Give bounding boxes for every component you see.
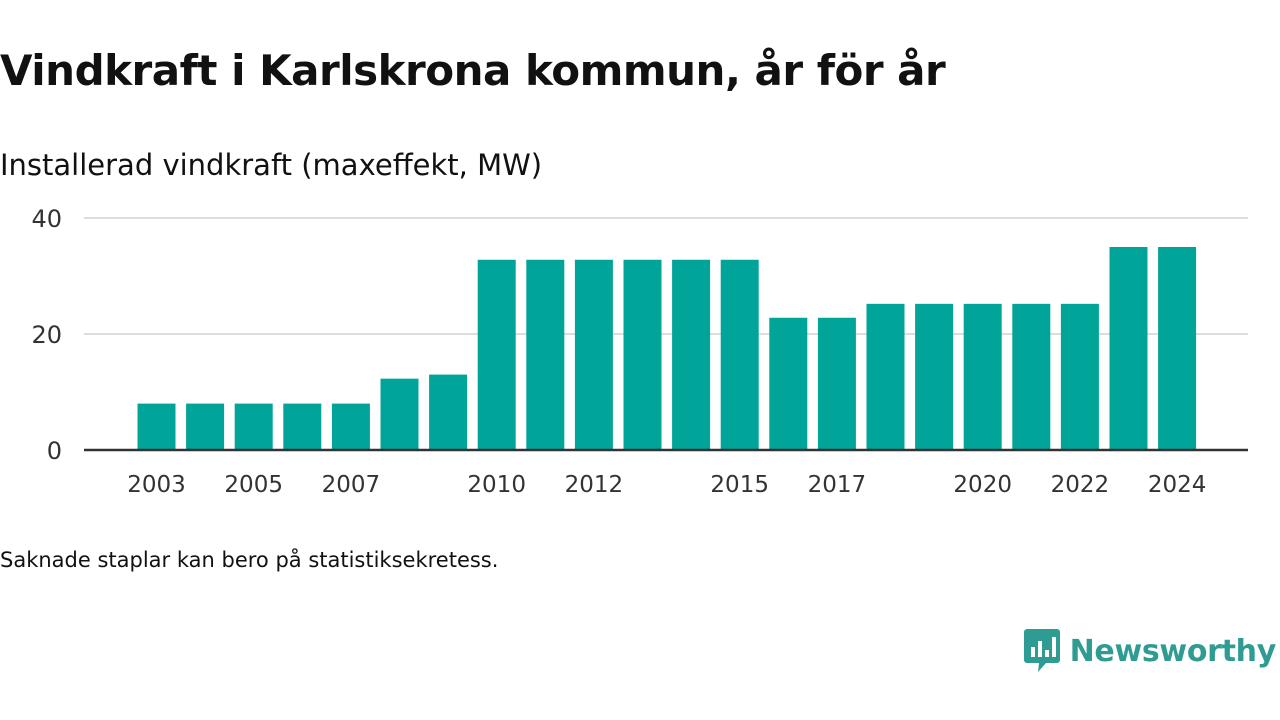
newsworthy-logo-icon bbox=[1023, 629, 1060, 672]
y-tick-label: 40 bbox=[31, 205, 62, 233]
y-tick-label: 0 bbox=[47, 437, 62, 465]
x-tick-label: 2022 bbox=[1051, 472, 1110, 498]
y-tick-label: 20 bbox=[31, 321, 62, 349]
chart-subtitle: Installerad vindkraft (maxeffekt, MW) bbox=[0, 148, 543, 182]
x-tick-label: 2005 bbox=[224, 472, 283, 498]
y-axis-labels: 0 20 40 bbox=[31, 205, 62, 465]
x-tick-label: 2012 bbox=[565, 472, 624, 498]
bar-2019 bbox=[915, 303, 954, 450]
bar-2012 bbox=[574, 259, 613, 450]
x-tick-label: 2007 bbox=[322, 472, 381, 498]
x-tick-label: 2024 bbox=[1148, 472, 1207, 498]
chart-footnote: Saknade staplar kan bero på statistiksek… bbox=[0, 548, 499, 572]
grid-lines bbox=[84, 217, 1248, 335]
bar-2023 bbox=[1109, 247, 1148, 450]
bar-2004 bbox=[186, 403, 225, 450]
x-tick-label: 2017 bbox=[808, 472, 867, 498]
bar-2003 bbox=[137, 403, 176, 450]
bar-2005 bbox=[234, 403, 273, 450]
brand-name: Newsworthy bbox=[1069, 633, 1277, 669]
bar-2007 bbox=[331, 403, 370, 450]
chart-title: Vindkraft i Karlskrona kommun, år för år bbox=[0, 46, 946, 95]
bar-2024 bbox=[1158, 247, 1197, 450]
bar-2010 bbox=[477, 259, 516, 450]
bar-2011 bbox=[526, 259, 565, 450]
bar-2018 bbox=[866, 303, 905, 450]
x-axis-labels: 2003 2005 2007 2010 2012 2015 2017 2020 2022 2024 bbox=[127, 472, 1206, 498]
bar-2015 bbox=[720, 259, 759, 450]
bar-2021 bbox=[1012, 303, 1051, 450]
x-tick-label: 2020 bbox=[953, 472, 1012, 498]
bar-2009 bbox=[429, 374, 468, 450]
bar-2014 bbox=[672, 259, 711, 450]
x-tick-label: 2010 bbox=[467, 472, 526, 498]
x-tick-label: 2003 bbox=[127, 472, 186, 498]
bar-2020 bbox=[963, 303, 1002, 450]
bar-2017 bbox=[817, 317, 856, 450]
bar-2008 bbox=[380, 378, 419, 450]
bar-2016 bbox=[769, 317, 808, 450]
x-tick-label: 2015 bbox=[710, 472, 769, 498]
brand-logo: Newsworthy bbox=[1023, 628, 1277, 674]
bars bbox=[137, 247, 1197, 450]
bar-2006 bbox=[283, 403, 322, 450]
bar-2022 bbox=[1060, 303, 1099, 450]
bar-2013 bbox=[623, 259, 662, 450]
